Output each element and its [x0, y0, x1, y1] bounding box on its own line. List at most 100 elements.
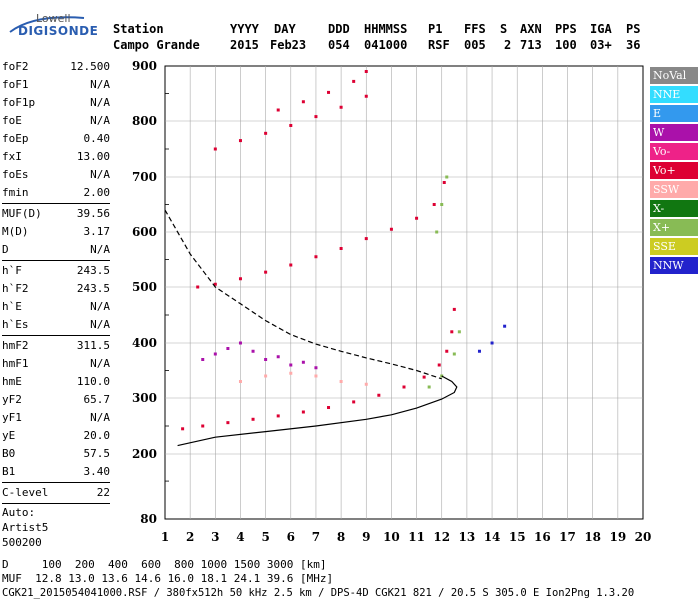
data-point: [352, 400, 356, 404]
param-value: 3.17: [83, 225, 111, 238]
data-point: [402, 385, 406, 389]
x-tick-label: 8: [337, 530, 345, 544]
header-label-10: IGA: [590, 22, 612, 36]
param-value: 13.00: [76, 150, 110, 163]
param-value: N/A: [90, 78, 110, 91]
param-row: h`Es N/A: [2, 316, 110, 334]
header-value-10: 03+: [590, 38, 612, 52]
param-value: 12.500: [70, 60, 110, 73]
x-tick-label: 14: [484, 530, 501, 544]
data-point: [238, 277, 242, 281]
data-point: [389, 227, 393, 231]
header-label-1: YYYY: [230, 22, 259, 36]
header-label-0: Station: [113, 22, 164, 36]
x-tick-label: 19: [609, 530, 626, 544]
param-value: 22: [96, 486, 110, 499]
header-value-6: 005: [464, 38, 486, 52]
param-separator: [2, 335, 110, 336]
param-label: foF2: [2, 60, 29, 73]
data-point: [264, 358, 268, 361]
x-tick-label: 3: [211, 530, 219, 544]
x-tick-label: 12: [433, 530, 450, 544]
data-point: [201, 424, 205, 428]
auto-line: 500200: [2, 536, 42, 549]
param-label: B0: [2, 447, 16, 460]
data-point: [213, 352, 217, 356]
header-label-4: HHMMSS: [364, 22, 408, 36]
param-value: 3.40: [83, 465, 111, 478]
header-value-0: Campo Grande: [113, 38, 200, 52]
param-separator: [2, 482, 110, 483]
header-label-5: P1: [428, 22, 443, 36]
data-point: [377, 393, 381, 397]
data-point: [226, 421, 230, 425]
data-point: [339, 380, 343, 383]
muf-scale: MUF 12.8 13.0 13.6 14.6 16.0 18.1 24.1 3…: [2, 572, 334, 585]
y-tick-label: 700: [132, 170, 157, 184]
data-point: [314, 115, 318, 119]
data-point: [364, 382, 368, 386]
header-value-2: Feb23: [270, 38, 307, 52]
data-point: [352, 79, 356, 83]
data-point: [364, 237, 368, 241]
param-label: foF1: [2, 78, 29, 91]
param-row: fxI 13.00: [2, 148, 110, 166]
param-row: D N/A: [2, 241, 110, 259]
x-tick-label: 9: [362, 530, 370, 544]
param-value: N/A: [90, 318, 110, 331]
param-label: h`Es: [2, 318, 29, 331]
y-tick-label: 400: [132, 336, 157, 350]
param-row: foF1p N/A: [2, 94, 110, 112]
param-value: 57.5: [83, 447, 111, 460]
param-value: N/A: [90, 168, 110, 181]
param-row: foE N/A: [2, 112, 110, 130]
data-point: [276, 355, 280, 359]
header-label-6: FFS: [464, 22, 486, 36]
data-point: [264, 374, 268, 378]
param-row: foF2 12.500: [2, 58, 110, 76]
data-point: [327, 406, 331, 410]
data-point: [314, 366, 318, 370]
data-point: [422, 375, 426, 379]
param-label: C-level: [2, 486, 49, 499]
data-point: [339, 105, 343, 109]
legend-item: X+: [650, 219, 698, 236]
legend-item: SSE: [650, 238, 698, 255]
data-point: [251, 349, 255, 353]
x-tick-label: 13: [459, 530, 476, 544]
data-point: [503, 324, 507, 328]
param-value: 110.0: [76, 375, 110, 388]
param-value: N/A: [90, 243, 110, 256]
legend-item: SSW: [650, 181, 698, 198]
plot-area: [164, 65, 644, 520]
param-row: foEs N/A: [2, 166, 110, 184]
param-row: h`E N/A: [2, 298, 110, 316]
header-value-4: 041000: [364, 38, 408, 52]
x-tick-label: 11: [408, 530, 425, 544]
param-separator: [2, 203, 110, 204]
param-value: N/A: [90, 96, 110, 109]
param-value: 311.5: [76, 339, 110, 352]
param-separator: [2, 260, 110, 261]
legend-item: NNE: [650, 86, 698, 103]
distance-scale: D 100 200 400 600 800 1000 1500 3000 [km…: [2, 558, 327, 571]
data-point: [437, 363, 441, 367]
param-row: MUF(D) 39.56: [2, 205, 110, 223]
x-tick-label: 15: [509, 530, 526, 544]
header-value-3: 054: [328, 38, 350, 52]
data-point: [289, 263, 293, 267]
data-point: [213, 282, 217, 286]
file-info: CGK21_2015054041000.RSF / 380fx512h 50 k…: [2, 587, 635, 599]
data-point: [415, 216, 419, 220]
parameter-panel: foF2 12.500 foF1 N/A foF1p N/A foE N/A foEp 0.40 f…: [2, 58, 110, 550]
param-label: h`F: [2, 264, 22, 277]
param-label: yF1: [2, 411, 22, 424]
data-point: [181, 427, 185, 431]
data-point: [427, 385, 431, 389]
header-value-9: 100: [555, 38, 577, 52]
data-point: [457, 330, 461, 334]
data-point: [251, 417, 255, 421]
data-point: [327, 90, 331, 94]
x-tick-label: 1: [161, 530, 169, 544]
param-value: N/A: [90, 411, 110, 424]
